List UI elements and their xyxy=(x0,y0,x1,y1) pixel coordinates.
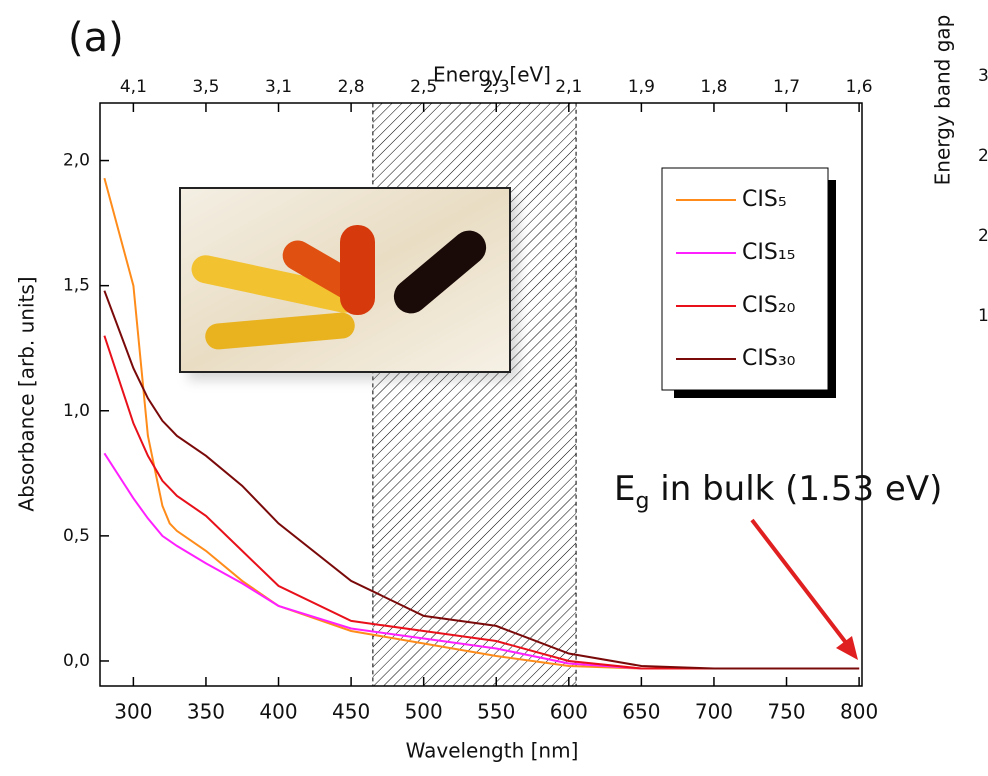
x-tick-label: 600 xyxy=(550,700,588,724)
annotation: Eg in bulk (1.53 eV) xyxy=(614,469,942,515)
x2-tick-label: 1,9 xyxy=(628,77,655,97)
x2-tick-label: 1,7 xyxy=(773,77,800,97)
y-tick-label: 2,0 xyxy=(63,151,90,171)
cropped-tick: 2 xyxy=(978,226,988,246)
chart: (a) Energy [eV] Wavelength [nm] Absorban… xyxy=(0,0,988,776)
annotation-arrow xyxy=(752,520,850,648)
x2-tick-label: 4,1 xyxy=(120,77,147,97)
x2-tick-label: 2,3 xyxy=(483,77,510,97)
cropped-y-label: Energy band gap xyxy=(931,15,955,186)
legend-label: CIS₁₅ xyxy=(742,240,795,265)
y-tick-label: 1,0 xyxy=(63,401,90,421)
y-tick-label: 1,5 xyxy=(63,276,90,296)
x-tick-label: 700 xyxy=(695,700,733,724)
x2-tick-label: 2,1 xyxy=(555,77,582,97)
x-tick-label: 500 xyxy=(405,700,443,724)
x-tick-label: 550 xyxy=(477,700,515,724)
x-tick-label: 400 xyxy=(259,700,297,724)
y-axis-title: Absorbance [arb. units] xyxy=(15,276,39,511)
x-axis-title: Wavelength [nm] xyxy=(406,739,579,763)
x-tick-label: 450 xyxy=(332,700,370,724)
inset-photo xyxy=(180,188,518,380)
legend-label: CIS₅ xyxy=(742,187,787,212)
x-tick-label: 350 xyxy=(187,700,225,724)
x-tick-label: 750 xyxy=(767,700,805,724)
legend-label: CIS₃₀ xyxy=(742,346,796,371)
cropped-tick: 3 xyxy=(978,66,988,86)
x-tick-label: 300 xyxy=(114,700,152,724)
x-tick-label: 650 xyxy=(622,700,660,724)
x2-tick-label: 1,8 xyxy=(700,77,727,97)
y-tick-label: 0,0 xyxy=(63,651,90,671)
legend-label: CIS₂₀ xyxy=(742,293,796,318)
panel-label: (a) xyxy=(68,15,124,61)
x2-tick-label: 2,5 xyxy=(410,77,437,97)
x-tick-label: 800 xyxy=(840,700,878,724)
cropped-tick: 2 xyxy=(978,146,988,166)
x2-tick-label: 2,8 xyxy=(338,77,365,97)
arrow-head xyxy=(836,636,858,660)
cropped-tick: 1 xyxy=(978,306,988,326)
x2-tick-label: 3,1 xyxy=(265,77,292,97)
x2-tick-label: 3,5 xyxy=(192,77,219,97)
x2-tick-label: 1,6 xyxy=(846,77,873,97)
y-tick-label: 0,5 xyxy=(63,526,90,546)
